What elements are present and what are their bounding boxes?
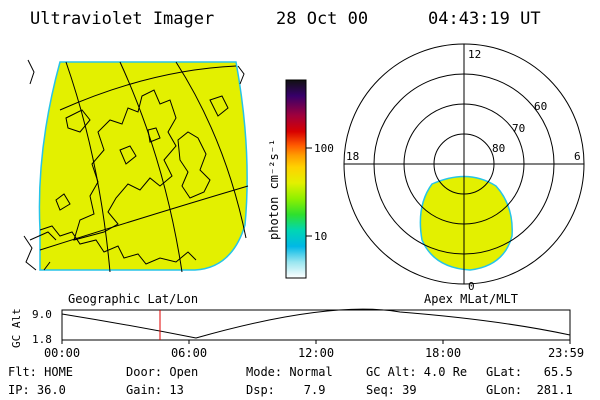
- mlat-label-80: 80: [492, 142, 505, 155]
- altitude-ytick-max: 9.0: [32, 308, 52, 321]
- colorbar-label-10: 10: [314, 230, 327, 243]
- status-seq: Seq: 39: [366, 383, 417, 397]
- polar-plot: 12 18 6 0 60 70 80 Apex MLat/MLT: [343, 43, 585, 306]
- lat-lon-grid: [29, 61, 249, 273]
- status-gc-alt: GC Alt: 4.0 Re: [366, 365, 467, 379]
- colorbar-scale: [285, 79, 307, 279]
- time-tick-12: 12:00: [298, 346, 334, 360]
- emission-region: [38, 61, 248, 271]
- geo-panel-label: Geographic Lat/Lon: [68, 292, 198, 306]
- instrument-title: Ultraviolet Imager: [30, 9, 214, 29]
- colorbar-unit-label: photon cm⁻²s⁻¹: [267, 139, 281, 240]
- status-flight: Flt: HOME: [8, 365, 73, 379]
- altitude-plot-frame: [61, 309, 571, 341]
- mlt-label-6: 6: [574, 150, 581, 163]
- coastline-fragments: [23, 59, 245, 271]
- time-tick-2359: 23:59: [548, 346, 584, 360]
- status-footer: Flt: HOME IP: 36.0 Door: Open Gain: 13 M…: [8, 365, 573, 397]
- status-dsp: Dsp: 7.9: [246, 383, 325, 397]
- colorbar: 100 10 photon cm⁻²s⁻¹: [267, 79, 334, 279]
- time-tick-06: 06:00: [171, 346, 207, 360]
- altitude-plot: GC Alt 9.0 1.8 00:00 06:00 12:00 18:00 2…: [10, 308, 584, 360]
- geographic-image: Geographic Lat/Lon: [23, 59, 249, 306]
- time-tick-00: 00:00: [44, 346, 80, 360]
- mlt-label-0: 0: [468, 280, 475, 293]
- mlat-label-60: 60: [534, 100, 547, 113]
- mlt-label-18: 18: [346, 150, 359, 163]
- altitude-ylabel: GC Alt: [10, 308, 23, 348]
- status-gain: Gain: 13: [126, 383, 184, 397]
- polar-panel-label: Apex MLat/MLT: [424, 292, 518, 306]
- status-ip: IP: 36.0: [8, 383, 66, 397]
- status-glon: GLon: 281.1: [486, 383, 573, 397]
- polar-emission-region: [419, 175, 513, 271]
- status-door: Door: Open: [126, 365, 198, 379]
- image-time: 04:43:19 UT: [428, 9, 541, 29]
- polar-grid: [343, 43, 585, 285]
- colorbar-label-100: 100: [314, 142, 334, 155]
- mlt-label-12: 12: [468, 48, 481, 61]
- altitude-ytick-min: 1.8: [32, 333, 52, 346]
- status-glat: GLat: 65.5: [486, 365, 573, 379]
- time-tick-18: 18:00: [425, 346, 461, 360]
- mlat-label-70: 70: [512, 122, 525, 135]
- image-date: 28 Oct 00: [276, 9, 368, 29]
- status-mode: Mode: Normal: [246, 365, 333, 379]
- altitude-curve: [61, 308, 571, 339]
